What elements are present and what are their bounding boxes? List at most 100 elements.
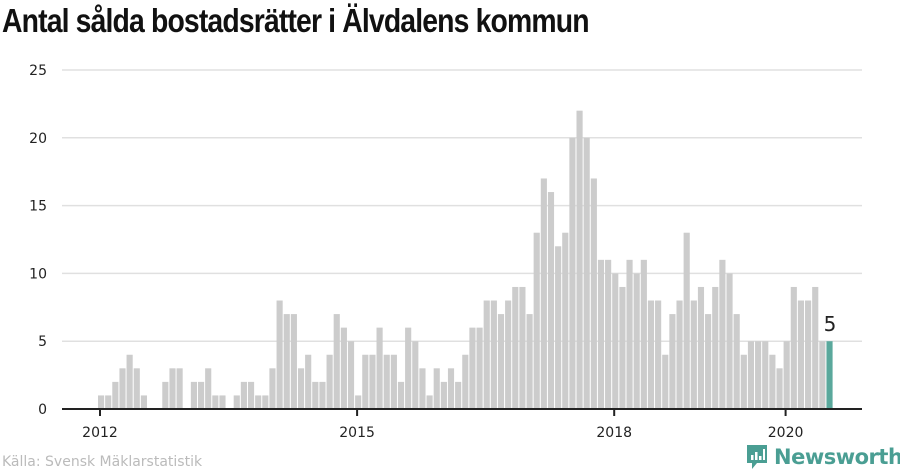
bar bbox=[462, 354, 469, 409]
bar bbox=[690, 300, 697, 409]
chart-title: Antal sålda bostadsrätter i Älvdalens ko… bbox=[2, 2, 590, 39]
bar bbox=[619, 286, 626, 409]
y-tick-label: 20 bbox=[29, 131, 47, 147]
bar bbox=[612, 273, 619, 409]
bar bbox=[276, 300, 283, 409]
x-tick-label: 2020 bbox=[768, 425, 804, 441]
bar bbox=[526, 314, 533, 409]
bar bbox=[126, 354, 133, 409]
bar bbox=[98, 395, 105, 409]
newsworthy-logo-icon bbox=[747, 445, 767, 469]
bar bbox=[797, 300, 805, 409]
bar bbox=[355, 395, 362, 409]
bar bbox=[319, 381, 326, 409]
bar bbox=[133, 368, 140, 409]
highlight-bar bbox=[826, 341, 833, 409]
bar bbox=[562, 232, 569, 409]
x-tick-label: 2015 bbox=[339, 425, 375, 441]
bar bbox=[776, 368, 783, 409]
bar bbox=[812, 286, 819, 409]
bar bbox=[697, 286, 705, 409]
bar bbox=[119, 368, 126, 409]
bar bbox=[347, 341, 355, 409]
bar bbox=[197, 381, 205, 409]
bar bbox=[805, 300, 812, 409]
y-tick-label: 0 bbox=[38, 402, 47, 418]
bar bbox=[647, 300, 655, 409]
bar bbox=[555, 246, 562, 409]
bar bbox=[419, 368, 426, 409]
bar bbox=[397, 381, 405, 409]
bar bbox=[383, 354, 390, 409]
bar bbox=[212, 395, 219, 409]
bar bbox=[447, 368, 455, 409]
bar bbox=[297, 368, 305, 409]
bar bbox=[726, 273, 733, 409]
bar bbox=[412, 341, 419, 409]
bar bbox=[162, 381, 169, 409]
bar bbox=[269, 368, 276, 409]
bar bbox=[783, 341, 790, 409]
bar bbox=[769, 354, 776, 409]
bar bbox=[390, 354, 397, 409]
bar bbox=[790, 286, 797, 409]
bar bbox=[283, 314, 290, 409]
bar bbox=[597, 259, 605, 409]
bar bbox=[490, 300, 497, 409]
bar bbox=[676, 300, 683, 409]
bar bbox=[590, 178, 597, 409]
bar bbox=[547, 192, 555, 409]
newsworthy-logo[interactable]: Newsworthy bbox=[745, 443, 900, 471]
bar bbox=[476, 327, 483, 409]
bar bbox=[683, 232, 690, 409]
bar bbox=[326, 354, 333, 409]
x-tick-label: 2012 bbox=[82, 425, 118, 441]
bar bbox=[169, 368, 176, 409]
bar bbox=[705, 314, 712, 409]
bar bbox=[662, 354, 669, 409]
bar bbox=[405, 327, 412, 409]
bar bbox=[512, 286, 519, 409]
bar bbox=[312, 381, 319, 409]
bar bbox=[255, 395, 262, 409]
bar bbox=[433, 368, 440, 409]
bar bbox=[440, 381, 447, 409]
bar bbox=[190, 381, 197, 409]
bar bbox=[669, 314, 676, 409]
bar bbox=[747, 341, 755, 409]
bar bbox=[712, 286, 719, 409]
bar bbox=[497, 314, 505, 409]
bar bbox=[333, 314, 340, 409]
bar bbox=[105, 395, 112, 409]
bar bbox=[640, 259, 647, 409]
bar bbox=[176, 368, 183, 409]
bar bbox=[455, 381, 462, 409]
bar bbox=[819, 341, 826, 409]
bar bbox=[605, 259, 612, 409]
bar bbox=[262, 395, 269, 409]
bar bbox=[483, 300, 490, 409]
bar bbox=[762, 341, 769, 409]
bar bbox=[533, 232, 540, 409]
y-tick-label: 5 bbox=[38, 334, 47, 350]
bar bbox=[340, 327, 347, 409]
bar bbox=[576, 110, 583, 410]
bar bbox=[233, 395, 240, 409]
bar bbox=[369, 354, 376, 409]
bar bbox=[247, 381, 255, 409]
highlight-value-label: 5 bbox=[824, 312, 837, 336]
bar bbox=[112, 381, 119, 409]
bar bbox=[755, 341, 762, 409]
bar bbox=[540, 178, 547, 409]
bar bbox=[426, 395, 433, 409]
bar bbox=[205, 368, 212, 409]
bar bbox=[719, 259, 726, 409]
bar bbox=[626, 259, 633, 409]
bar bbox=[305, 354, 312, 409]
bar bbox=[219, 395, 226, 409]
bar bbox=[240, 381, 247, 409]
bar bbox=[583, 137, 590, 410]
bar bbox=[469, 327, 476, 409]
bar bbox=[362, 354, 369, 409]
bar bbox=[733, 314, 740, 409]
